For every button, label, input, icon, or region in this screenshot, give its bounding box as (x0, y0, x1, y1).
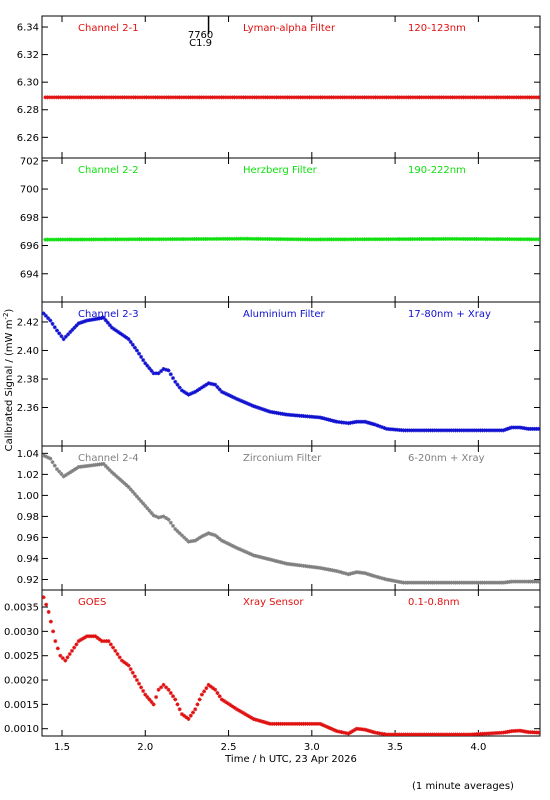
data-points (43, 237, 540, 242)
y-tick-label: 0.92 (17, 575, 39, 586)
x-axis-label: Time / h UTC, 23 Apr 2026 (224, 754, 357, 765)
chart-panels: 6.26 6.28 6.30 6.32 6.34 Channel 2-1 Lyman-alp… (4, 16, 540, 737)
marker-label-bottom: C1.9 (189, 38, 212, 49)
channel-label: Channel 2-4 (78, 453, 139, 464)
band-label: 0.1-0.8nm (408, 597, 460, 608)
y-tick-label: 700 (20, 185, 39, 196)
y-axis-label: Calibrated Signal / (mW m-2) (2, 309, 15, 452)
y-tick-label: 696 (20, 241, 39, 252)
panel-frame (42, 446, 540, 590)
data-series (42, 595, 541, 736)
panel-2: 694 696 698 700 702 Channel 2-2 Herzberg Filte… (20, 156, 540, 302)
filter-label: Aluminium Filter (243, 309, 326, 320)
x-tick-label: 3.5 (387, 742, 403, 753)
y-tick-label: 6.28 (17, 105, 39, 116)
y-tick-label: 702 (20, 156, 39, 167)
y-tick-label: 0.98 (17, 512, 39, 523)
data-points (42, 311, 541, 432)
y-tick-label: 2.38 (17, 374, 39, 385)
y-tick-label: 0.0010 (4, 724, 39, 735)
y-tick-label: 698 (20, 213, 39, 224)
panel-3: 2.36 2.38 2.40 2.42 Channel 2-3 Aluminium Fil… (17, 302, 541, 446)
channel-label: Channel 2-2 (78, 165, 139, 176)
y-tick-label: 1.02 (17, 470, 39, 481)
x-tick-label: 2.5 (221, 742, 237, 753)
data-points (42, 595, 541, 736)
filter-label: Lyman-alpha Filter (243, 23, 336, 34)
y-axis-label-superscript: -2 (2, 313, 10, 320)
filter-label: Xray Sensor (243, 597, 304, 608)
y-tick-label: 0.0020 (4, 676, 39, 687)
channel-label: Channel 2-1 (78, 23, 139, 34)
averaging-note: (1 minute averages) (412, 781, 514, 792)
x-tick-label: 2.0 (137, 742, 153, 753)
channel-label: Channel 2-3 (78, 309, 139, 320)
y-tick-label: 6.34 (17, 23, 39, 34)
x-axis: 1.5 2.0 2.5 3.0 3.5 4.0 (54, 742, 486, 753)
y-axis-label-main: Calibrated Signal / (mW m (4, 320, 15, 452)
y-tick-label: 694 (20, 269, 39, 280)
band-label: 120-123nm (408, 23, 466, 34)
data-points (43, 95, 540, 99)
y-tick-label: 2.36 (17, 403, 39, 414)
data-series (42, 453, 541, 584)
y-axis-label-close: ) (4, 309, 15, 313)
data-points (42, 453, 541, 584)
channel-label: GOES (78, 597, 106, 608)
data-series (43, 237, 540, 242)
filter-label: Herzberg Filter (243, 165, 318, 176)
panel-5: 0.0010 0.0015 0.0020 0.0025 0.0030 0.0035 GOES… (4, 590, 540, 737)
y-tick-label: 0.94 (17, 554, 39, 565)
y-tick-label: 6.26 (17, 133, 39, 144)
y-tick-label: 1.00 (17, 491, 39, 502)
y-tick-label: 2.40 (17, 346, 39, 357)
y-tick-label: 0.0015 (4, 700, 39, 711)
x-tick-label: 1.5 (54, 742, 70, 753)
data-series (43, 95, 540, 99)
y-tick-label: 1.04 (17, 449, 39, 460)
x-tick-label: 4.0 (470, 742, 486, 753)
band-label: 190-222nm (408, 165, 466, 176)
panel-frame (42, 16, 540, 158)
y-tick-label: 6.32 (17, 50, 39, 61)
band-label: 6-20nm + Xray (408, 453, 485, 464)
y-tick-label: 0.96 (17, 533, 39, 544)
panel-1: 6.26 6.28 6.30 6.32 6.34 Channel 2-1 Lyman-alp… (17, 16, 541, 158)
y-tick-label: 2.42 (17, 317, 39, 328)
y-tick-label: 0.0035 (4, 603, 39, 614)
y-tick-label: 0.0030 (4, 627, 39, 638)
band-label: 17-80nm + Xray (408, 309, 491, 320)
panel-frame (42, 302, 540, 446)
panel-4: 0.92 0.94 0.96 0.98 1.00 1.02 1.04 Channel 2-4 Z… (17, 446, 541, 590)
data-series (42, 311, 541, 432)
y-tick-label: 6.30 (17, 78, 39, 89)
panel-frame (42, 158, 540, 302)
filter-label: Zirconium Filter (243, 453, 322, 464)
x-tick-label: 3.0 (304, 742, 320, 753)
panel-frame (42, 590, 540, 736)
y-tick-label: 0.0025 (4, 651, 39, 662)
